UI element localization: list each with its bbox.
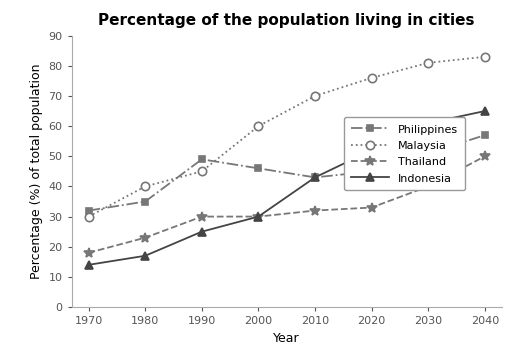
Malaysia (425, 61, 431, 65)
Thailand (425, 184, 431, 188)
Line: Philippines: Philippines (85, 132, 488, 214)
Malaysia (312, 94, 318, 98)
Thailand (255, 215, 262, 219)
Indonesia (199, 230, 205, 234)
Philippines (255, 166, 262, 171)
Title: Percentage of the population living in cities: Percentage of the population living in c… (98, 12, 475, 27)
Thailand (482, 154, 488, 159)
Line: Malaysia: Malaysia (84, 52, 489, 221)
X-axis label: Year: Year (273, 332, 300, 345)
Thailand (86, 251, 92, 255)
Indonesia (369, 148, 375, 152)
Malaysia (142, 184, 148, 188)
Indonesia (482, 109, 488, 113)
Indonesia (425, 121, 431, 125)
Malaysia (255, 124, 262, 128)
Philippines (482, 133, 488, 137)
Malaysia (482, 55, 488, 59)
Philippines (86, 208, 92, 213)
Philippines (369, 169, 375, 174)
Indonesia (312, 175, 318, 180)
Malaysia (86, 215, 92, 219)
Philippines (425, 151, 431, 155)
Philippines (199, 157, 205, 161)
Thailand (369, 205, 375, 210)
Thailand (142, 236, 148, 240)
Philippines (142, 199, 148, 203)
Malaysia (199, 169, 205, 174)
Thailand (312, 208, 318, 213)
Line: Indonesia: Indonesia (84, 107, 489, 269)
Legend: Philippines, Malaysia, Thailand, Indonesia: Philippines, Malaysia, Thailand, Indones… (344, 117, 465, 190)
Thailand (199, 215, 205, 219)
Indonesia (86, 263, 92, 267)
Line: Thailand: Thailand (84, 151, 489, 258)
Indonesia (255, 215, 262, 219)
Indonesia (142, 253, 148, 258)
Y-axis label: Percentage (%) of total population: Percentage (%) of total population (30, 64, 43, 279)
Malaysia (369, 76, 375, 80)
Philippines (312, 175, 318, 180)
